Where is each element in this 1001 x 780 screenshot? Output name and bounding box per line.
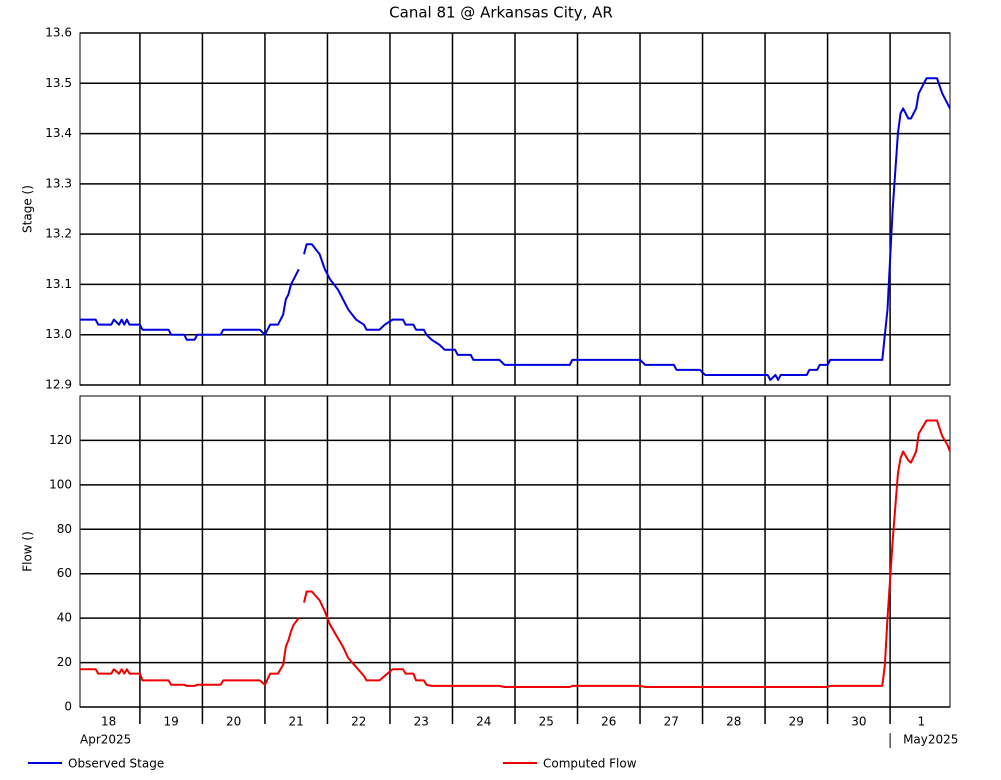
y-tick-label: 12.9 <box>45 378 72 392</box>
x-tick-label: 1 <box>918 715 926 729</box>
x-tick-label: 28 <box>726 715 741 729</box>
y-tick-label: 13.5 <box>45 76 72 90</box>
y-tick-label: 120 <box>49 433 72 447</box>
x-tick-label: 20 <box>226 715 241 729</box>
y-tick-label: 13.2 <box>45 227 72 241</box>
x-tick-label: 18 <box>101 715 116 729</box>
y-tick-label: 80 <box>57 522 72 536</box>
data-line <box>80 419 951 689</box>
y-tick-label: 100 <box>49 477 72 491</box>
data-line <box>80 77 951 381</box>
x-tick-label: 26 <box>601 715 616 729</box>
x-tick-label: 21 <box>289 715 304 729</box>
month-label: May2025 <box>903 733 958 747</box>
plot-frame <box>79 395 951 708</box>
x-tick-label: 29 <box>789 715 804 729</box>
chart-title: Canal 81 @ Arkansas City, AR <box>389 4 613 22</box>
y-tick-label: 20 <box>57 655 72 669</box>
y-tick-label: 60 <box>57 566 72 580</box>
plot-frame <box>79 32 951 386</box>
legend-label: Computed Flow <box>543 757 637 771</box>
x-tick-label: 22 <box>351 715 366 729</box>
x-tick-label: 30 <box>851 715 866 729</box>
y-axis-label: Stage () <box>21 185 35 233</box>
x-tick-label: 23 <box>414 715 429 729</box>
y-tick-label: 13.1 <box>45 277 72 291</box>
y-tick-label: 40 <box>57 611 72 625</box>
x-tick-label: 25 <box>539 715 554 729</box>
y-tick-label: 13.0 <box>45 327 72 341</box>
y-axis-label: Flow () <box>21 531 35 572</box>
y-tick-label: 13.3 <box>45 176 72 190</box>
x-tick-label: 27 <box>664 715 679 729</box>
legend-label: Observed Stage <box>68 757 164 771</box>
y-tick-label: 13.4 <box>45 126 72 140</box>
y-tick-label: 0 <box>64 700 72 714</box>
x-tick-label: 19 <box>164 715 179 729</box>
x-tick-label: 24 <box>476 715 491 729</box>
y-tick-label: 13.6 <box>45 26 72 40</box>
month-label: Apr2025 <box>80 733 131 747</box>
